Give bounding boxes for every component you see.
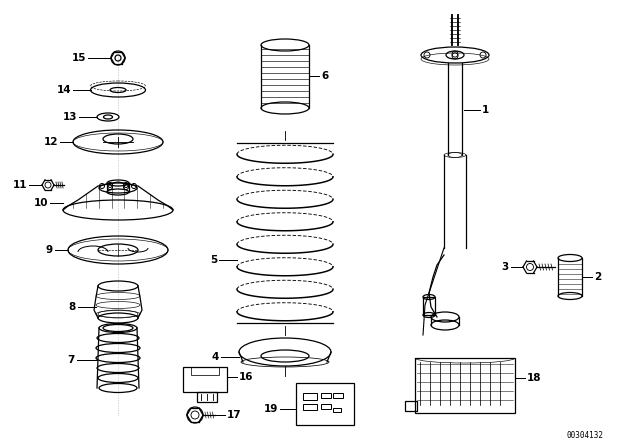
Text: 2: 2 [594,272,601,282]
Text: 10: 10 [33,198,48,208]
Text: 8: 8 [68,302,76,312]
Text: 16: 16 [239,372,253,382]
Text: 18: 18 [527,373,541,383]
Text: 12: 12 [44,137,58,147]
Text: 7: 7 [68,355,75,365]
Text: 13: 13 [63,112,77,122]
Bar [303,393,317,400]
Bar [296,383,354,425]
Text: 00304132: 00304132 [566,431,604,440]
Text: 6: 6 [321,71,328,81]
Bar [423,297,435,315]
Bar [191,367,219,375]
Text: 4: 4 [212,352,219,362]
Bar [415,358,515,413]
Text: 14: 14 [56,85,71,95]
Bar [303,404,317,410]
Bar [333,393,343,398]
Bar [405,401,417,411]
Text: 15: 15 [72,53,86,63]
Bar [321,404,331,409]
Text: 9: 9 [46,245,53,255]
Bar [183,367,227,392]
Text: 11: 11 [13,180,27,190]
Bar [333,408,341,412]
Text: 19: 19 [264,404,278,414]
Bar [321,393,331,398]
Text: 17: 17 [227,410,242,420]
Bar [197,392,217,402]
Text: 3: 3 [502,262,509,272]
Text: 1: 1 [482,105,489,115]
Text: 5: 5 [210,255,217,265]
